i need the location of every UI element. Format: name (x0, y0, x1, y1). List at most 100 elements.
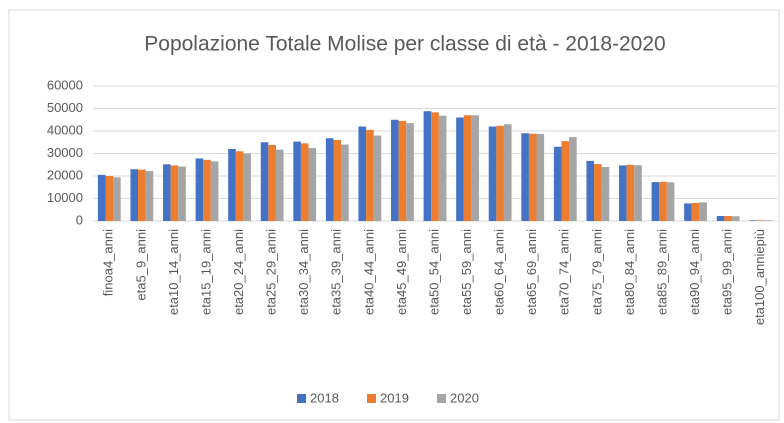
x-tick-label: eta60_64_anni (492, 229, 507, 315)
bar (398, 120, 407, 221)
bar (97, 174, 106, 221)
x-tick-label: eta100_anniepiù (752, 229, 767, 325)
bar (170, 165, 179, 221)
bar (684, 203, 692, 221)
bar (691, 203, 700, 221)
x-tick-label: finoa4_anni (101, 229, 116, 296)
y-tick-label: 10000 (47, 190, 83, 205)
bar (243, 153, 251, 221)
x-tick-label: eta30_34_anni (296, 229, 311, 315)
bar (333, 140, 342, 221)
bar (228, 149, 236, 221)
bar (105, 176, 114, 221)
x-tick-label: eta15_19_anni (198, 229, 213, 315)
x-tick-label: eta35_39_anni (329, 229, 344, 315)
bar (731, 216, 740, 221)
bar (756, 220, 765, 221)
legend-swatch (297, 394, 306, 403)
legend-label: 2018 (310, 390, 339, 405)
bar (456, 117, 464, 221)
x-tick-label: eta40_44_anni (361, 229, 376, 315)
bar (666, 182, 675, 221)
bar (268, 144, 276, 221)
bar (203, 159, 211, 221)
bar (145, 171, 154, 221)
bar (391, 119, 399, 221)
bar (553, 146, 562, 221)
bar (358, 126, 367, 221)
bar (561, 141, 570, 221)
bar (463, 115, 472, 221)
x-tick-label: eta90_94_anni (687, 229, 702, 315)
bar (130, 169, 139, 221)
bar (594, 164, 602, 221)
legend-swatch (367, 394, 376, 403)
x-tick-label: eta45_49_anni (394, 229, 409, 315)
x-tick-label: eta25_29_anni (264, 229, 279, 315)
bar (536, 133, 545, 221)
bar (626, 164, 635, 221)
bar (488, 126, 497, 221)
y-tick-label: 60000 (47, 77, 83, 92)
bar (195, 158, 204, 221)
bar (601, 167, 610, 221)
bar (431, 112, 439, 221)
bar (496, 125, 504, 221)
x-tick-label: eta10_14_anni (166, 229, 181, 315)
x-tick-label: eta75_79_anni (589, 229, 604, 315)
bar (260, 142, 269, 221)
bar (764, 220, 773, 221)
bar (659, 181, 667, 221)
bar (210, 161, 219, 221)
bar (699, 202, 707, 221)
bar (651, 182, 660, 221)
bar (178, 166, 186, 221)
y-tick-label: 40000 (47, 122, 83, 137)
bar (569, 137, 577, 221)
x-tick-label: eta50_54_anni (426, 229, 441, 315)
y-tick-label: 30000 (47, 145, 83, 160)
bar (325, 138, 334, 221)
y-tick-label: 20000 (47, 167, 83, 182)
bar (293, 141, 301, 221)
bar (521, 133, 529, 221)
bar (749, 220, 757, 221)
bar (300, 143, 309, 221)
bar (528, 133, 537, 221)
bar (235, 151, 244, 221)
bar (423, 111, 432, 221)
bar (716, 216, 725, 221)
bar (586, 160, 595, 221)
bar (138, 169, 146, 221)
x-tick-label: eta20_24_anni (231, 229, 246, 315)
bar (471, 115, 479, 221)
x-tick-label: eta5_9_anni (133, 229, 148, 301)
y-tick-label: 50000 (47, 100, 83, 115)
x-tick-label: eta80_84_anni (622, 229, 637, 315)
x-tick-label: eta85_89_anni (654, 229, 669, 315)
bar (438, 115, 447, 221)
legend-swatch (437, 394, 446, 403)
bar (163, 164, 171, 221)
legend-label: 2020 (450, 390, 479, 405)
bar (366, 129, 374, 221)
bar (373, 135, 382, 221)
bar (406, 123, 414, 221)
bar (113, 177, 121, 221)
y-tick-label: 0 (76, 212, 83, 227)
x-tick-label: eta70_74_anni (557, 229, 572, 315)
bar (275, 149, 284, 221)
x-tick-label: eta95_99_anni (720, 229, 735, 315)
x-tick-label: eta65_69_anni (524, 229, 539, 315)
legend-label: 2019 (380, 390, 409, 405)
bar (724, 216, 732, 221)
bar (619, 165, 627, 221)
bar (308, 148, 317, 221)
x-tick-label: eta55_59_anni (459, 229, 474, 315)
bar (341, 144, 349, 221)
bar (503, 124, 512, 221)
chart-title: Popolazione Totale Molise per classe di … (144, 33, 665, 56)
bar (634, 165, 642, 221)
